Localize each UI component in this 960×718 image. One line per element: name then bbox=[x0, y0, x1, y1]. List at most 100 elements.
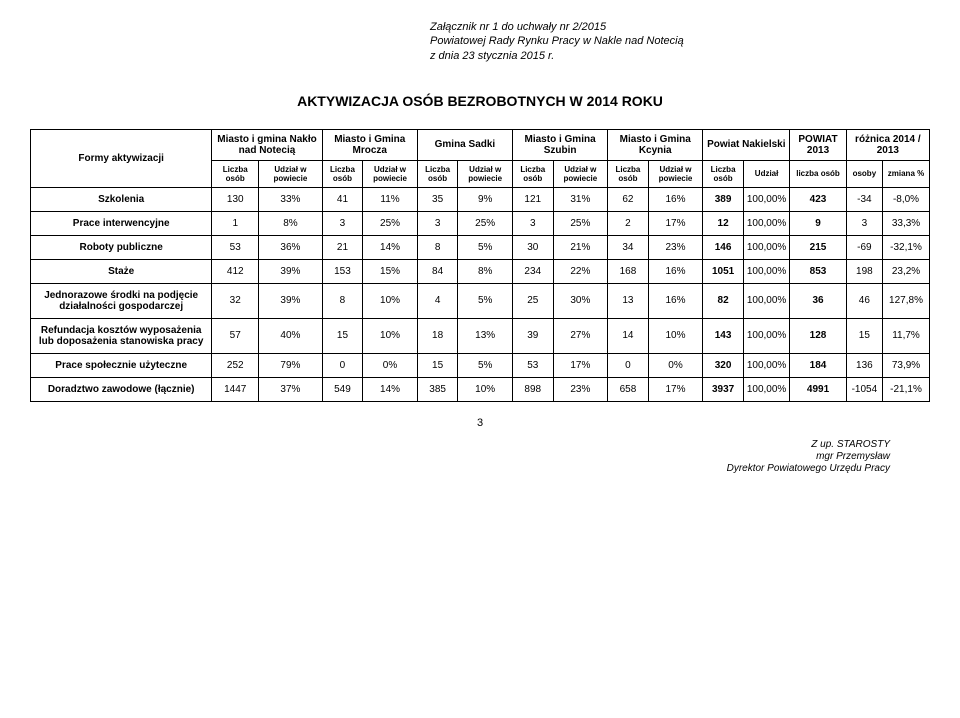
sub-header: osoby bbox=[846, 160, 882, 187]
cell: 215 bbox=[790, 235, 846, 259]
cell: 46 bbox=[846, 283, 882, 318]
cell: 41 bbox=[322, 187, 363, 211]
cell: 39% bbox=[259, 259, 323, 283]
signature-line-3: Dyrektor Powiatowego Urzędu Pracy bbox=[30, 463, 890, 475]
cell: 121 bbox=[513, 187, 554, 211]
sub-header: Liczba osób bbox=[703, 160, 744, 187]
cell: 23,2% bbox=[883, 259, 930, 283]
table-row: Staże41239%15315%848%23422%16816%1051100… bbox=[31, 259, 930, 283]
cell: 35 bbox=[417, 187, 458, 211]
cell: 13% bbox=[458, 318, 513, 353]
cell: 8% bbox=[259, 211, 323, 235]
cell: 17% bbox=[648, 211, 703, 235]
cell: 17% bbox=[648, 377, 703, 401]
group-header: Gmina Sadki bbox=[417, 129, 512, 160]
group-header: Miasto i Gmina Szubin bbox=[513, 129, 608, 160]
row-label: Prace społecznie użyteczne bbox=[31, 353, 212, 377]
sub-header: Udział w powiecie bbox=[259, 160, 323, 187]
cell: 22% bbox=[553, 259, 608, 283]
cell: 100,00% bbox=[743, 283, 789, 318]
cell: 1 bbox=[212, 211, 259, 235]
cell: 0% bbox=[363, 353, 418, 377]
cell: 0% bbox=[648, 353, 703, 377]
table-row: Refundacja kosztów wyposażenia lub dopos… bbox=[31, 318, 930, 353]
cell: 5% bbox=[458, 235, 513, 259]
group-header: różnica 2014 / 2013 bbox=[846, 129, 929, 160]
cell: -32,1% bbox=[883, 235, 930, 259]
cell: -8,0% bbox=[883, 187, 930, 211]
cell: 412 bbox=[212, 259, 259, 283]
cell: 10% bbox=[648, 318, 703, 353]
cell: 130 bbox=[212, 187, 259, 211]
group-header: POWIAT 2013 bbox=[790, 129, 846, 160]
cell: -1054 bbox=[846, 377, 882, 401]
cell: 12 bbox=[703, 211, 744, 235]
cell: 25% bbox=[363, 211, 418, 235]
cell: 14 bbox=[608, 318, 649, 353]
cell: -69 bbox=[846, 235, 882, 259]
group-header: Powiat Nakielski bbox=[703, 129, 790, 160]
cell: 100,00% bbox=[743, 259, 789, 283]
cell: 17% bbox=[553, 353, 608, 377]
page-number: 3 bbox=[30, 417, 930, 429]
cell: 100,00% bbox=[743, 353, 789, 377]
cell: -21,1% bbox=[883, 377, 930, 401]
cell: 14% bbox=[363, 377, 418, 401]
sub-header: Liczba osób bbox=[212, 160, 259, 187]
table-row: Prace interwencyjne18%325%325%325%217%12… bbox=[31, 211, 930, 235]
cell: 15 bbox=[322, 318, 363, 353]
cell: 100,00% bbox=[743, 211, 789, 235]
group-header: Miasto i gmina Nakło nad Notecią bbox=[212, 129, 322, 160]
sub-header: Liczba osób bbox=[322, 160, 363, 187]
cell: 39% bbox=[259, 283, 323, 318]
sub-header: Udział w powiecie bbox=[458, 160, 513, 187]
signature-line-2: mgr Przemysław bbox=[30, 451, 890, 463]
row-label: Roboty publiczne bbox=[31, 235, 212, 259]
cell: 13 bbox=[608, 283, 649, 318]
cell: 198 bbox=[846, 259, 882, 283]
cell: 31% bbox=[553, 187, 608, 211]
cell: 4991 bbox=[790, 377, 846, 401]
cell: 168 bbox=[608, 259, 649, 283]
sub-header: Liczba osób bbox=[513, 160, 554, 187]
table-row: Doradztwo zawodowe (łącznie)144737%54914… bbox=[31, 377, 930, 401]
cell: 16% bbox=[648, 187, 703, 211]
table-row: Roboty publiczne5336%2114%85%3021%3423%1… bbox=[31, 235, 930, 259]
cell: 39 bbox=[513, 318, 554, 353]
cell: 100,00% bbox=[743, 377, 789, 401]
cell: 549 bbox=[322, 377, 363, 401]
cell: 128 bbox=[790, 318, 846, 353]
sub-header: Udział w powiecie bbox=[363, 160, 418, 187]
cell: 10% bbox=[363, 283, 418, 318]
cell: 146 bbox=[703, 235, 744, 259]
group-header: Miasto i Gmina Kcynia bbox=[608, 129, 703, 160]
cell: 73,9% bbox=[883, 353, 930, 377]
sub-header: Udział w powiecie bbox=[648, 160, 703, 187]
header-line-2: Powiatowej Rady Rynku Pracy w Nakle nad … bbox=[430, 34, 930, 48]
cell: 5% bbox=[458, 353, 513, 377]
sub-header: Liczba osób bbox=[417, 160, 458, 187]
cell: 33,3% bbox=[883, 211, 930, 235]
cell: 1051 bbox=[703, 259, 744, 283]
table-row: Szkolenia13033%4111%359%12131%6216%38910… bbox=[31, 187, 930, 211]
cell: 100,00% bbox=[743, 235, 789, 259]
row-label: Doradztwo zawodowe (łącznie) bbox=[31, 377, 212, 401]
cell: 14% bbox=[363, 235, 418, 259]
cell: 3 bbox=[846, 211, 882, 235]
cell: 4 bbox=[417, 283, 458, 318]
cell: 15 bbox=[846, 318, 882, 353]
cell: 3 bbox=[322, 211, 363, 235]
sub-header: liczba osób bbox=[790, 160, 846, 187]
row-label: Prace interwencyjne bbox=[31, 211, 212, 235]
cell: 27% bbox=[553, 318, 608, 353]
table-row: Prace społecznie użyteczne25279%00%155%5… bbox=[31, 353, 930, 377]
cell: 234 bbox=[513, 259, 554, 283]
cell: 10% bbox=[458, 377, 513, 401]
cell: 9% bbox=[458, 187, 513, 211]
cell: 25 bbox=[513, 283, 554, 318]
cell: 30 bbox=[513, 235, 554, 259]
cell: 8 bbox=[322, 283, 363, 318]
cell: 9 bbox=[790, 211, 846, 235]
row-label: Staże bbox=[31, 259, 212, 283]
signature-block: Z up. STAROSTY mgr Przemysław Dyrektor P… bbox=[30, 439, 930, 475]
